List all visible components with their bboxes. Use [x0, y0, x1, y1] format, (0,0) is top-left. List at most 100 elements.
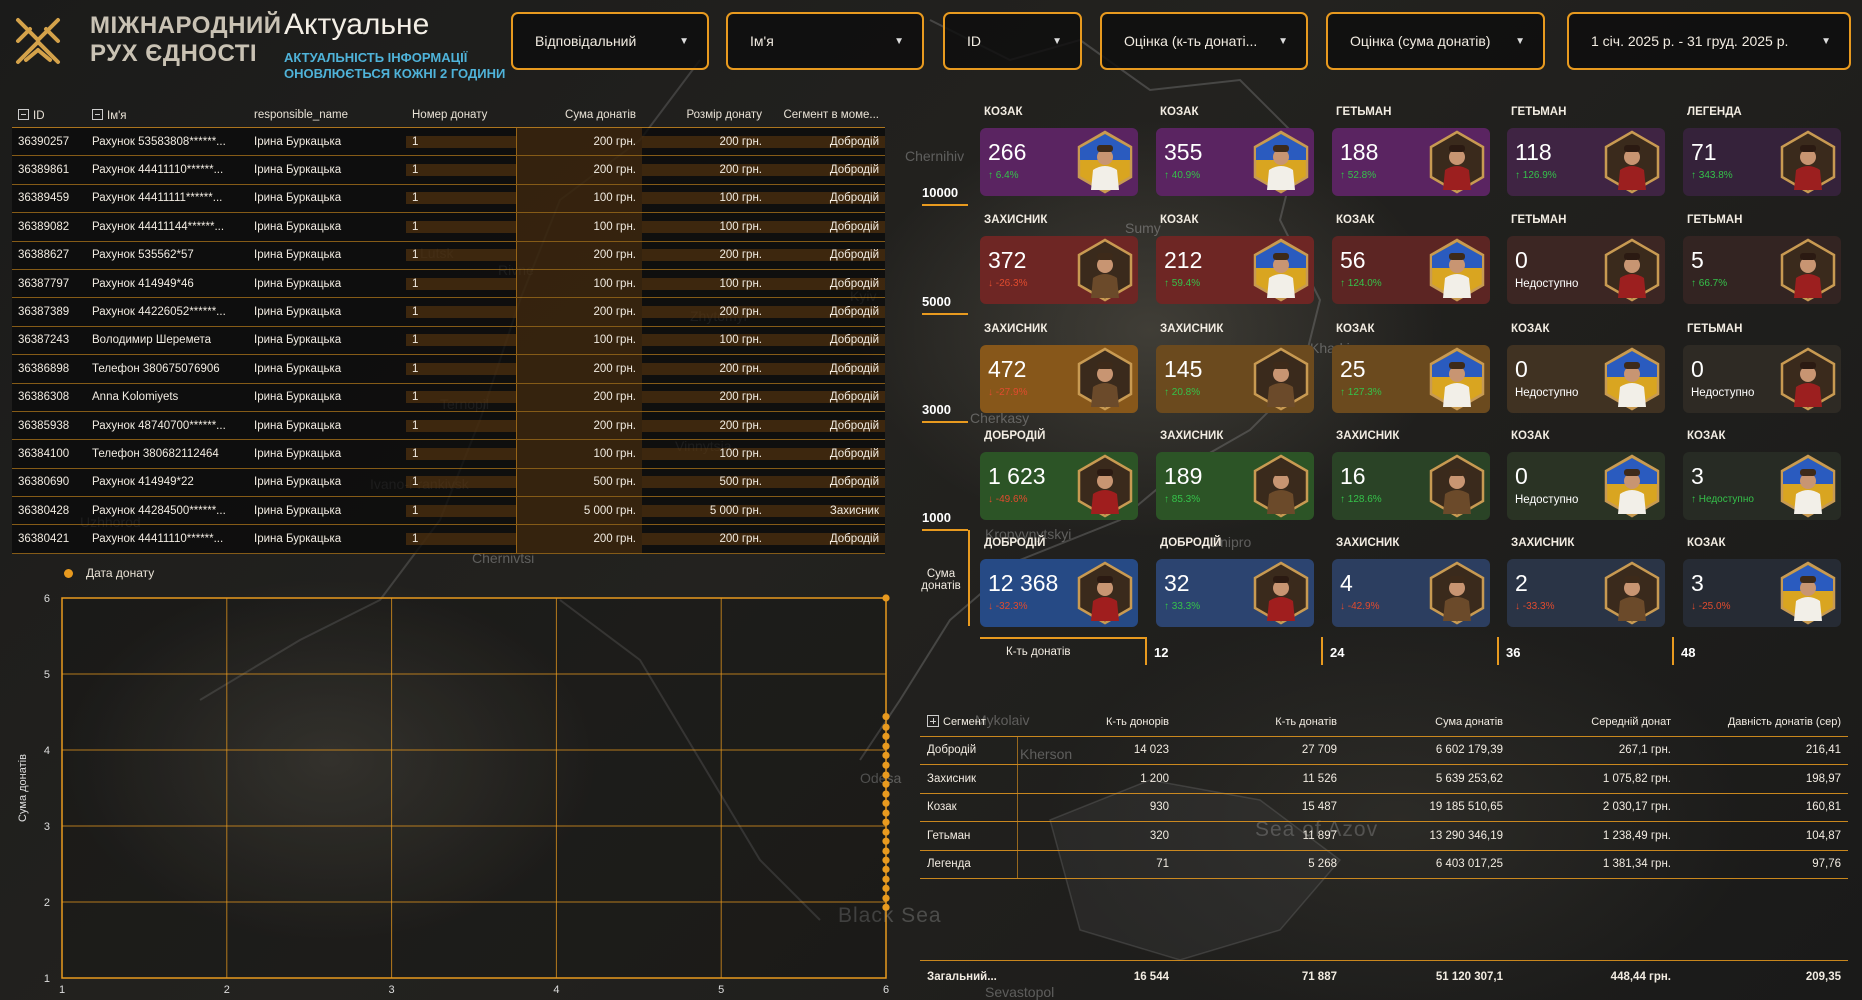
- table-row[interactable]: 36389861 Рахунок 44411110******... Ірина Б…: [12, 156, 885, 185]
- col-header-donation-count[interactable]: К-ть донатів: [1275, 715, 1337, 728]
- cell-responsible: Ірина Буркацька: [254, 419, 342, 432]
- cell-donation-sum: 13 290 346,19: [1429, 829, 1503, 842]
- filter-name[interactable]: Ім'я ▼: [726, 12, 924, 70]
- cell-donation-sum: 200 грн.: [516, 298, 642, 326]
- segment-card[interactable]: 1 623 ↓ -49.6%: [980, 452, 1138, 520]
- cell-donation-sum: 100 грн.: [516, 440, 642, 468]
- cell-name: Телефон 380675076906: [92, 362, 220, 375]
- segment-card[interactable]: 355 ↑ 40.9%: [1156, 128, 1314, 196]
- col-header-donation-size[interactable]: Розмір донату: [686, 109, 762, 121]
- segment-card[interactable]: 472 ↓ -27.9%: [980, 345, 1138, 413]
- col-header-id[interactable]: ID: [12, 108, 86, 122]
- segment-card-label: ЗАХИСНИК: [984, 214, 1048, 226]
- cell-id: 36389861: [18, 164, 70, 177]
- cell-name: Anna Kolomiyets: [92, 391, 179, 404]
- cell-id: 36389459: [18, 192, 70, 205]
- table-row[interactable]: 36384100 Телефон 380682112464 Ірина Буркац…: [12, 440, 885, 469]
- segment-card[interactable]: 188 ↑ 52.8%: [1332, 128, 1490, 196]
- table-row[interactable]: 36389082 Рахунок 44411144******... Ірина Б…: [12, 213, 885, 242]
- segment-card[interactable]: 118 ↑ 126.9%: [1507, 128, 1665, 196]
- table-row[interactable]: 36386308 Anna Kolomiyets Ірина Буркацька 1 2…: [12, 383, 885, 412]
- segment-card[interactable]: 32 ↑ 33.3%: [1156, 559, 1314, 627]
- table-row[interactable]: 36387797 Рахунок 414949*46 Ірина Буркацька…: [12, 269, 885, 299]
- segment-card[interactable]: 12 368 ↓ -32.3%: [980, 559, 1138, 627]
- segment-card-value: 0: [1515, 247, 1528, 273]
- segment-card[interactable]: 0 Недоступно: [1507, 452, 1665, 520]
- cell-avg-donation: 2 030,17 грн.: [1602, 801, 1671, 814]
- table-row[interactable]: 36380690 Рахунок 414949*22 Ірина Буркацька…: [12, 468, 885, 498]
- col-header-name[interactable]: Ім'я: [86, 108, 248, 122]
- segment-card[interactable]: 212 ↑ 59.4%: [1156, 236, 1314, 304]
- cell-segment: Добродій: [768, 220, 885, 233]
- collapse-icon[interactable]: [18, 108, 29, 120]
- cell-name: Рахунок 44411110******...: [92, 533, 224, 546]
- subtitle-line-2: ОНОВЛЮЄТЬСЯ КОЖНІ 2 ГОДИНИ: [284, 66, 506, 81]
- filter-date-range[interactable]: 1 січ. 2025 р. - 31 груд. 2025 р. ▼: [1567, 12, 1851, 70]
- y-axis-label: 5000: [922, 294, 951, 309]
- segment-card-label: КОЗАК: [1336, 214, 1375, 226]
- dobrodiy-portrait-icon: [1076, 561, 1134, 625]
- table-row[interactable]: 36390257 Рахунок 53583808******... Ірина Б…: [12, 128, 885, 157]
- filter-id[interactable]: ID ▼: [943, 12, 1082, 70]
- segment-card[interactable]: 2 ↓ -33.3%: [1507, 559, 1665, 627]
- table-row[interactable]: 36388627 Рахунок 535562*57 Ірина Буркацька…: [12, 241, 885, 270]
- segment-card[interactable]: 56 ↑ 124.0%: [1332, 236, 1490, 304]
- col-header-avg-donation[interactable]: Середній донат: [1591, 715, 1671, 728]
- segment-card[interactable]: 3 ↑ Недоступно: [1683, 452, 1841, 520]
- cell-segment: Добродій: [768, 164, 885, 177]
- expand-icon[interactable]: [927, 715, 939, 728]
- col-header-donor-count[interactable]: К-ть донорів: [1105, 715, 1169, 728]
- table-row[interactable]: 36389459 Рахунок 44411111******... Ірина Б…: [12, 184, 885, 214]
- table-row[interactable]: Добродій 14 023 27 709 6 602 179,39 267,1 гр…: [920, 736, 1848, 765]
- segment-card[interactable]: 145 ↑ 20.8%: [1156, 345, 1314, 413]
- col-header-recency[interactable]: Давність донатів (сер): [1727, 715, 1841, 728]
- x-tick-label: 5: [718, 984, 724, 996]
- table-row[interactable]: Захисник 1 200 11 526 5 639 253,62 1 075,82 …: [920, 765, 1848, 794]
- cell-recency: 104,87: [1805, 829, 1841, 842]
- table-row[interactable]: Козак 930 15 487 19 185 510,65 2 030,17 грн.…: [920, 793, 1848, 822]
- table-row[interactable]: 36386898 Телефон 380675076906 Ірина Буркац…: [12, 355, 885, 384]
- table-row[interactable]: 36385938 Рахунок 48740700******... Ірина Б…: [12, 411, 885, 441]
- col-header-donation-sum[interactable]: Сума донатів: [1435, 715, 1503, 728]
- segment-card[interactable]: 25 ↑ 127.3%: [1332, 345, 1490, 413]
- segment-card-delta: ↑ 124.0%: [1340, 278, 1382, 289]
- cell-recency: 160,81: [1805, 801, 1841, 814]
- table-row[interactable]: 36387243 Володимир Шеремета Ірина Буркацьк…: [12, 326, 885, 356]
- col-header-responsible[interactable]: responsible_name: [254, 109, 348, 121]
- col-header-donation-sum[interactable]: Сума донатів: [565, 109, 636, 121]
- collapse-icon[interactable]: [92, 108, 103, 120]
- segment-card[interactable]: 0 Недоступно: [1683, 345, 1841, 413]
- cell-name: Телефон 380682112464: [92, 447, 219, 460]
- segment-card[interactable]: 4 ↓ -42.9%: [1332, 559, 1490, 627]
- y-axis-label: 10000: [922, 185, 959, 200]
- segment-card-label: КОЗАК: [1160, 214, 1199, 226]
- segment-card[interactable]: 372 ↓ -26.3%: [980, 236, 1138, 304]
- segment-card[interactable]: 0 Недоступно: [1507, 236, 1665, 304]
- cell-segment: Добродій: [768, 277, 885, 290]
- table-body: Добродій 14 023 27 709 6 602 179,39 267,1 гр…: [920, 736, 1848, 879]
- table-row[interactable]: Легенда 71 5 268 6 403 017,25 1 381,34 грн. 9…: [920, 850, 1848, 879]
- scatter-chart: 1 2 3 4 5 6 1 2 3 4 5 6 Сума донатів: [17, 593, 890, 996]
- segment-card[interactable]: 0 Недоступно: [1507, 345, 1665, 413]
- segment-card[interactable]: 266 ↑ 6.4%: [980, 128, 1138, 196]
- table-row[interactable]: 36387389 Рахунок 44226052******... Ірина Б…: [12, 298, 885, 327]
- segment-card[interactable]: 3 ↓ -25.0%: [1683, 559, 1841, 627]
- filter-responsible[interactable]: Відповідальний ▼: [511, 12, 709, 70]
- col-header-segment[interactable]: Сегмент: [920, 715, 1018, 728]
- filter-label: ID: [967, 33, 981, 49]
- table-row[interactable]: 36380421 Рахунок 44411110******... Ірина Б…: [12, 525, 885, 554]
- segment-card[interactable]: 189 ↑ 85.3%: [1156, 452, 1314, 520]
- table-row[interactable]: Гетьман 320 11 897 13 290 346,19 1 238,49 гр…: [920, 822, 1848, 851]
- filter-score-sum[interactable]: Оцінка (сума донатів) ▼: [1326, 12, 1545, 70]
- table-row[interactable]: 36380428 Рахунок 44284500******... Ірина Б…: [12, 497, 885, 526]
- zakhysnyk-portrait-icon: [1252, 454, 1310, 518]
- segment-card[interactable]: 16 ↑ 128.6%: [1332, 452, 1490, 520]
- filter-score-count[interactable]: Оцінка (к-ть донаті... ▼: [1100, 12, 1308, 70]
- cell-donation-sum: 100 грн.: [516, 326, 642, 355]
- segment-card-label: КОЗАК: [1160, 106, 1199, 118]
- segment-card[interactable]: 71 ↑ 343.8%: [1683, 128, 1841, 196]
- segment-card[interactable]: 5 ↑ 66.7%: [1683, 236, 1841, 304]
- segment-card-delta: ↑ 40.9%: [1164, 170, 1201, 181]
- col-header-donation-number[interactable]: Номер донату: [412, 109, 488, 121]
- col-header-segment[interactable]: Сегмент в моме...: [783, 109, 879, 121]
